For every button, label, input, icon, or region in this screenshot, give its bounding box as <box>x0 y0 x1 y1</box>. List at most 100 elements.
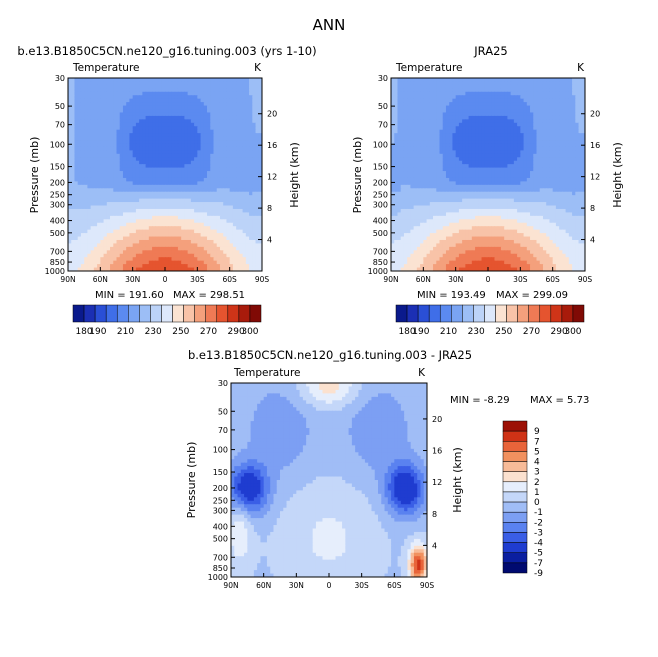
contour-cell <box>93 188 98 193</box>
contour-cell <box>168 157 173 162</box>
contour-cell <box>77 219 82 224</box>
contour-cell <box>77 233 82 238</box>
contour-cell <box>132 98 137 103</box>
contour-cell <box>552 129 557 134</box>
contour-cell <box>533 98 538 103</box>
contour-cell <box>171 78 176 83</box>
contour-cell <box>249 164 253 169</box>
contour-cell <box>562 81 567 86</box>
contour-cell <box>177 239 182 245</box>
contour-cell <box>226 226 231 231</box>
contour-cell <box>103 150 108 155</box>
contour-cell <box>129 250 134 255</box>
contour-cell <box>194 246 198 251</box>
contour-cell <box>110 202 114 207</box>
contour-cell <box>210 212 215 217</box>
contour-cell <box>139 126 143 131</box>
contour-cell <box>90 115 95 120</box>
contour-cell <box>226 253 231 258</box>
contour-cell <box>152 191 156 196</box>
contour-cell <box>171 205 176 210</box>
contour-cell <box>223 164 228 169</box>
contour-cell <box>174 102 179 107</box>
contour-cell <box>152 236 156 241</box>
contour-cell <box>161 205 166 210</box>
contour-cell <box>481 115 486 120</box>
contour-cell <box>129 219 134 224</box>
contour-cell <box>410 84 415 89</box>
contour-cell <box>484 95 489 100</box>
contour-cell <box>581 109 585 114</box>
contour-cell <box>158 112 163 117</box>
contour-cell <box>152 208 156 214</box>
contour-cell <box>190 239 195 245</box>
contour-cell <box>226 229 231 234</box>
contour-cell <box>475 98 479 103</box>
contour-cell <box>207 202 211 207</box>
contour-cell <box>239 236 244 241</box>
contour-cell <box>555 105 560 110</box>
contour-cell <box>90 98 95 103</box>
contour-cell <box>249 105 253 110</box>
contour-cell <box>194 78 198 83</box>
contour-cell <box>84 257 88 262</box>
contour-cell <box>142 112 147 117</box>
contour-cell <box>497 88 502 93</box>
contour-cell <box>87 195 92 200</box>
contour-cell <box>407 119 411 124</box>
contour-cell <box>103 253 108 258</box>
contour-cell <box>113 198 118 203</box>
contour-cell <box>458 122 463 127</box>
contour-cell <box>426 91 431 96</box>
contour-cell <box>249 195 253 200</box>
contour-cell <box>174 171 179 176</box>
contour-cell <box>190 219 195 224</box>
contour-cell <box>232 88 237 93</box>
contour-cell <box>135 253 140 258</box>
contour-cell <box>488 105 492 110</box>
contour-cell <box>242 140 247 145</box>
contour-cell <box>190 95 195 100</box>
contour-cell <box>68 246 72 251</box>
contour-cell <box>116 167 121 172</box>
contour-cell <box>497 112 502 117</box>
contour-cell <box>200 212 205 217</box>
contour-cell <box>74 222 79 227</box>
contour-cell <box>110 153 114 158</box>
contour-cell <box>462 122 466 127</box>
contour-cell <box>119 102 124 107</box>
contour-cell <box>145 250 150 255</box>
contour-cell <box>187 174 192 179</box>
contour-cell <box>132 146 137 151</box>
contour-cell <box>74 233 79 238</box>
contour-cell <box>203 119 208 124</box>
contour-cell <box>420 129 424 134</box>
contour-cell <box>213 219 218 224</box>
contour-cell <box>252 174 257 179</box>
contour-cell <box>152 243 156 248</box>
contour-cell <box>90 236 95 241</box>
contour-cell <box>93 246 98 251</box>
contour-cell <box>552 84 557 89</box>
contour-cell <box>462 109 466 114</box>
contour-cell <box>161 212 166 217</box>
contour-cell <box>219 143 224 148</box>
contour-cell <box>449 133 454 138</box>
contour-cell <box>429 105 434 110</box>
contour-cell <box>171 81 176 86</box>
contour-cell <box>129 177 134 182</box>
contour-cell <box>84 264 88 269</box>
contour-cell <box>145 140 150 145</box>
contour-cell <box>436 160 441 165</box>
contour-cell <box>407 112 411 117</box>
contour-cell <box>161 208 166 214</box>
contour-cell <box>533 160 538 165</box>
contour-cell <box>184 81 189 86</box>
contour-cell <box>497 105 502 110</box>
contour-cell <box>562 88 567 93</box>
contour-cell <box>122 167 127 172</box>
contour-cell <box>126 164 131 169</box>
contour-cell <box>416 136 421 141</box>
contour-cell <box>190 112 195 117</box>
contour-cell <box>165 115 169 120</box>
